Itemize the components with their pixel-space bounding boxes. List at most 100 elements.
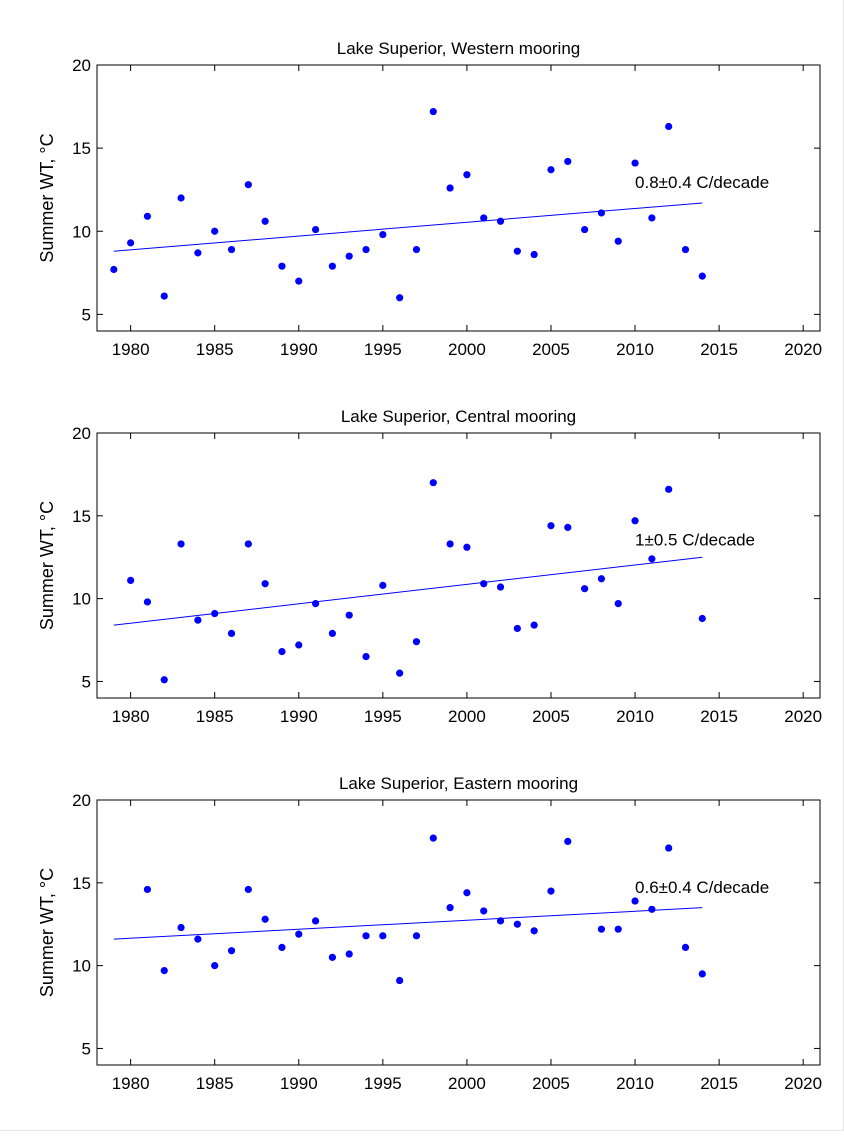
data-point — [665, 844, 673, 852]
data-point — [328, 629, 336, 638]
data-point — [698, 614, 706, 623]
data-point — [295, 930, 303, 938]
plot-frame — [96, 432, 821, 699]
data-point — [530, 621, 538, 629]
data-point — [261, 915, 269, 923]
data-point — [227, 629, 236, 638]
data-point — [564, 523, 572, 532]
data-point — [530, 250, 538, 259]
annotation-pm: ± — [659, 878, 668, 897]
chart-title: Lake Superior, Eastern mooring — [339, 774, 578, 793]
annotation-unit: 0.4 C/decade — [668, 173, 769, 192]
data-point — [244, 540, 252, 548]
x-tick-label: 2005 — [532, 707, 570, 726]
data-point — [160, 966, 168, 975]
data-point — [496, 917, 505, 925]
data-point — [244, 885, 252, 894]
data-point — [681, 245, 690, 254]
data-point — [177, 194, 185, 202]
data-point — [513, 920, 521, 928]
data-point — [295, 277, 303, 285]
y-tick-label: 15 — [72, 139, 91, 158]
data-point — [547, 887, 555, 895]
x-tick-label: 2015 — [700, 340, 738, 359]
x-tick-label: 1980 — [112, 340, 150, 359]
trend-annotation: 0.8±0.4 C/decade — [635, 173, 769, 192]
data-point — [581, 585, 589, 593]
data-point — [648, 214, 656, 222]
x-tick-label: 1990 — [280, 707, 318, 726]
y-axis-label: Summer WT, °C — [37, 868, 57, 997]
data-point — [396, 976, 404, 985]
data-point — [480, 580, 488, 588]
data-point — [328, 953, 336, 961]
data-point — [345, 611, 353, 619]
x-tick-label: 2020 — [784, 340, 822, 359]
data-point — [412, 932, 421, 940]
plot-frame — [96, 64, 821, 332]
data-point — [547, 166, 555, 174]
data-point — [631, 517, 639, 525]
data-point — [648, 905, 656, 913]
y-tick-label: 10 — [72, 222, 91, 241]
data-point — [379, 230, 387, 239]
trend-annotation: 1±0.5 C/decade — [635, 531, 755, 550]
x-tick-label: 1980 — [112, 707, 150, 726]
data-point — [597, 209, 606, 217]
x-tick-label: 1990 — [280, 340, 318, 359]
data-point — [160, 676, 168, 684]
data-point — [412, 638, 421, 646]
data-point — [463, 543, 471, 551]
data-point — [278, 943, 286, 952]
y-tick-label: 15 — [72, 874, 91, 893]
data-point — [412, 245, 421, 254]
chart-panel-3: Lake Superior, Eastern mooring 1980 1985 19… — [37, 774, 822, 1093]
annotation-pm: ± — [659, 173, 668, 192]
x-tick-label: 1995 — [364, 707, 402, 726]
data-point — [143, 885, 152, 894]
y-axis-label: Summer WT, °C — [37, 501, 57, 630]
data-point — [227, 245, 236, 254]
data-point — [110, 265, 118, 274]
data-point — [496, 217, 505, 225]
data-point — [143, 598, 152, 606]
data-point — [564, 157, 572, 166]
trend-annotation: 0.6±0.4 C/decade — [635, 878, 769, 897]
chart-title: Lake Superior, Western mooring — [337, 39, 580, 58]
chart-panel-1: Lake Superior, Western mooring 1980 1985 19… — [37, 39, 822, 359]
annotation-value: 0.8 — [635, 173, 659, 192]
data-point — [311, 225, 320, 234]
data-point — [429, 834, 437, 842]
y-tick-label: 20 — [72, 791, 91, 810]
data-point — [362, 245, 370, 254]
x-tick-label: 1990 — [280, 1074, 318, 1093]
annotation-unit: 0.4 C/decade — [668, 878, 769, 897]
data-point — [177, 923, 185, 932]
data-point — [396, 669, 404, 677]
data-point — [631, 159, 639, 167]
annotation-unit: 0.5 C/decade — [654, 531, 755, 550]
data-point — [597, 575, 606, 583]
data-point — [665, 122, 673, 131]
data-point — [143, 212, 152, 220]
data-point — [160, 292, 168, 300]
data-point — [261, 580, 269, 588]
y-tick-label: 15 — [72, 507, 91, 526]
data-point — [480, 907, 488, 915]
y-tick-label: 20 — [72, 56, 91, 75]
data-point — [127, 239, 135, 247]
y-tick-label: 20 — [72, 424, 91, 443]
x-tick-label: 2005 — [532, 340, 570, 359]
data-point — [261, 217, 269, 225]
y-tick-label: 5 — [82, 305, 91, 324]
x-tick-label: 2010 — [616, 707, 654, 726]
data-point — [194, 935, 202, 943]
data-point — [127, 576, 135, 585]
x-tick-label: 1985 — [196, 340, 234, 359]
data-point — [194, 616, 202, 624]
data-point — [480, 214, 488, 222]
x-tick-label: 1985 — [196, 707, 234, 726]
annotation-value: 0.6 — [635, 878, 659, 897]
y-tick-label: 5 — [82, 672, 91, 691]
